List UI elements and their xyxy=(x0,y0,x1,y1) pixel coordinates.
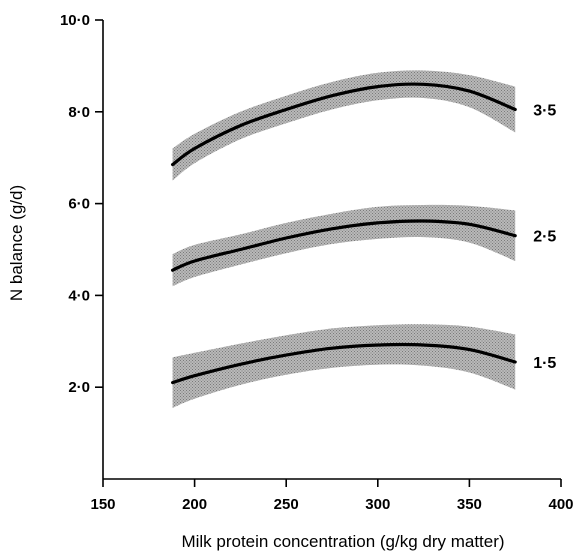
series-lines xyxy=(171,82,517,385)
y-tick-label: 8·0 xyxy=(68,104,90,121)
confidence-band-1 xyxy=(172,204,516,287)
confidence-band-2 xyxy=(172,324,516,408)
y-tick-label: 6·0 xyxy=(68,196,90,213)
y-tick-label: 10·0 xyxy=(60,12,90,29)
x-tick-label: 200 xyxy=(182,496,207,513)
y-tick-label: 2·0 xyxy=(68,379,90,396)
confidence-bands xyxy=(172,70,516,408)
series-line-0 xyxy=(171,82,517,167)
series-line-1 xyxy=(171,219,517,272)
x-tick-label: 300 xyxy=(365,496,390,513)
series-label-0: 3·5 xyxy=(533,103,556,120)
series-labels: 3·5 2·5 1·5 xyxy=(533,103,556,373)
confidence-band-0 xyxy=(172,70,516,181)
series-line-2 xyxy=(171,342,517,385)
x-axis-label: Milk protein concentration (g/kg dry mat… xyxy=(181,532,504,551)
x-tick-label: 150 xyxy=(90,496,115,513)
x-ticks: 150 200 250 300 350 400 xyxy=(90,479,574,513)
x-tick-label: 350 xyxy=(457,496,482,513)
series-label-2: 1·5 xyxy=(533,355,556,372)
x-tick-label: 250 xyxy=(274,496,299,513)
y-axis-label: N balance (g/d) xyxy=(7,185,26,301)
y-tick-label: 4·0 xyxy=(68,287,90,304)
x-tick-label: 400 xyxy=(548,496,573,513)
y-ticks: 2·0 4·0 6·0 8·0 10·0 xyxy=(60,12,103,396)
series-label-1: 2·5 xyxy=(533,229,556,246)
axes xyxy=(102,20,561,480)
